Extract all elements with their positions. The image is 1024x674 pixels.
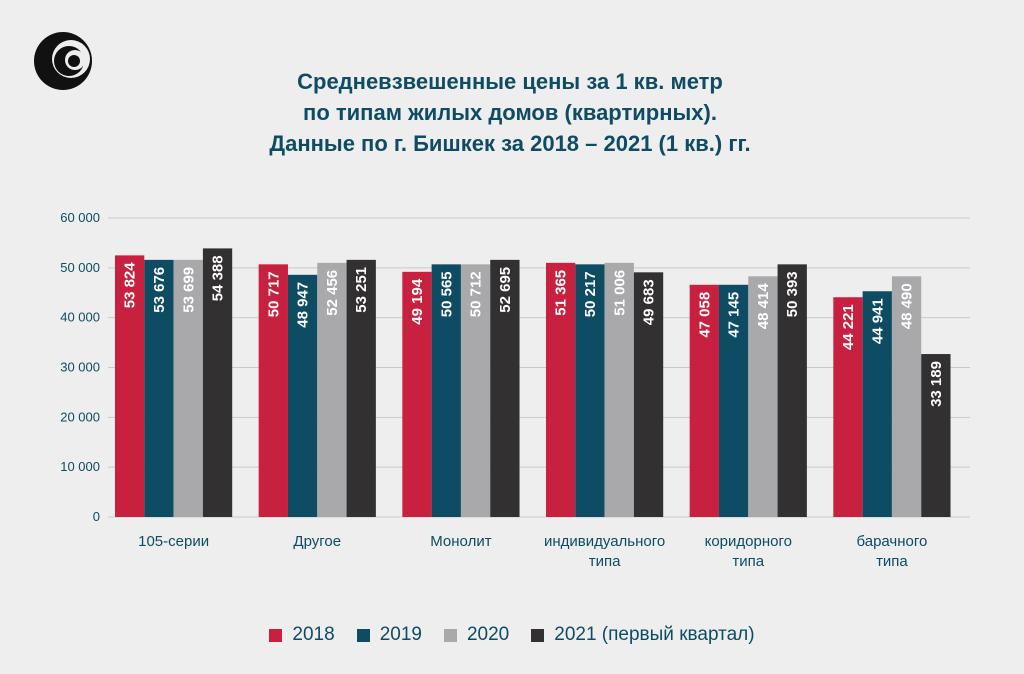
data-label: 51 006 [611, 270, 628, 316]
data-label: 52 695 [497, 267, 514, 313]
bar [317, 262, 347, 517]
bar [144, 259, 174, 517]
y-tick-label: 30 000 [60, 360, 100, 375]
data-label: 50 712 [468, 271, 485, 317]
legend-item: 2018 [269, 624, 335, 646]
bar [115, 255, 145, 517]
bar [202, 248, 233, 518]
data-label: 48 490 [899, 283, 916, 329]
legend-label: 2018 [292, 624, 335, 645]
legend-label: 2019 [379, 624, 422, 645]
bar [833, 297, 863, 517]
chart-title: Средневзвешенные цены за 1 кв. метр по т… [150, 66, 870, 159]
bar [431, 264, 461, 517]
bar [633, 272, 664, 517]
data-label: 44 941 [869, 298, 886, 344]
category-label: типа [876, 553, 908, 570]
y-tick-label: 20 000 [60, 409, 100, 424]
data-label: 50 217 [582, 271, 599, 317]
bar [173, 259, 203, 517]
legend-label: 2021 (первый квартал) [554, 624, 755, 645]
data-label: 49 683 [641, 279, 658, 325]
data-label: 47 058 [696, 292, 713, 338]
bar [287, 274, 318, 517]
title-line-1: Средневзвешенные цены за 1 кв. метр [297, 69, 723, 94]
data-label: 50 565 [438, 271, 455, 317]
data-label: 48 414 [755, 283, 772, 330]
data-label: 50 717 [265, 271, 282, 317]
bar [258, 264, 288, 517]
legend-item: 2021 (первый квартал) [531, 624, 755, 646]
y-tick-label: 40 000 [60, 310, 100, 325]
title-line-2: по типам жилых домов (квартирных). [303, 100, 717, 125]
data-label: 53 699 [180, 267, 197, 313]
bar [402, 271, 432, 517]
bar [490, 259, 520, 517]
data-label: 49 194 [409, 278, 426, 325]
bar [862, 291, 892, 517]
bar [891, 276, 922, 517]
data-label: 47 145 [726, 292, 743, 338]
data-label: 51 365 [553, 270, 570, 316]
legend-item: 2020 [443, 624, 510, 646]
category-label: типа [732, 553, 764, 570]
legend-item: 2019 [356, 624, 422, 646]
y-tick-label: 10 000 [60, 459, 100, 474]
bar [777, 264, 807, 517]
bar [546, 262, 576, 517]
title-line-3: Данные по г. Бишкек за 2018 – 2021 (1 кв… [269, 131, 751, 156]
category-label: коридорного [705, 533, 792, 550]
data-label: 53 676 [151, 267, 168, 313]
legend-label: 2020 [466, 624, 510, 645]
data-label: 53 824 [122, 262, 139, 309]
category-label: индивидуального [544, 533, 665, 550]
bar [604, 262, 634, 517]
category-label: типа [589, 553, 621, 570]
bar [689, 284, 719, 517]
category-label: Другое [293, 533, 341, 550]
data-label: 50 393 [784, 271, 801, 317]
y-tick-label: 0 [93, 509, 100, 524]
data-label: 48 947 [295, 282, 312, 328]
bar [575, 264, 605, 517]
bar [748, 276, 778, 517]
bar [921, 354, 951, 517]
data-label: 52 456 [324, 270, 341, 316]
data-label: 54 388 [210, 255, 227, 301]
logo-icon [34, 32, 92, 90]
category-label: 105-серии [138, 533, 209, 550]
bar [346, 259, 376, 517]
data-label: 53 251 [353, 267, 370, 313]
legend: 2018 2019 2020 2021 (первый квартал) [0, 624, 1024, 646]
y-tick-label: 60 000 [60, 210, 100, 225]
category-label: барачного [856, 533, 927, 550]
y-tick-label: 50 000 [60, 260, 100, 275]
bar [460, 264, 491, 517]
data-label: 33 189 [928, 361, 945, 407]
legend-swatch [356, 628, 370, 642]
data-label: 44 221 [840, 304, 857, 350]
legend-swatch [443, 628, 457, 642]
category-label: Монолит [430, 533, 491, 550]
legend-swatch [269, 628, 283, 642]
legend-swatch [531, 628, 545, 642]
bar [718, 284, 749, 517]
